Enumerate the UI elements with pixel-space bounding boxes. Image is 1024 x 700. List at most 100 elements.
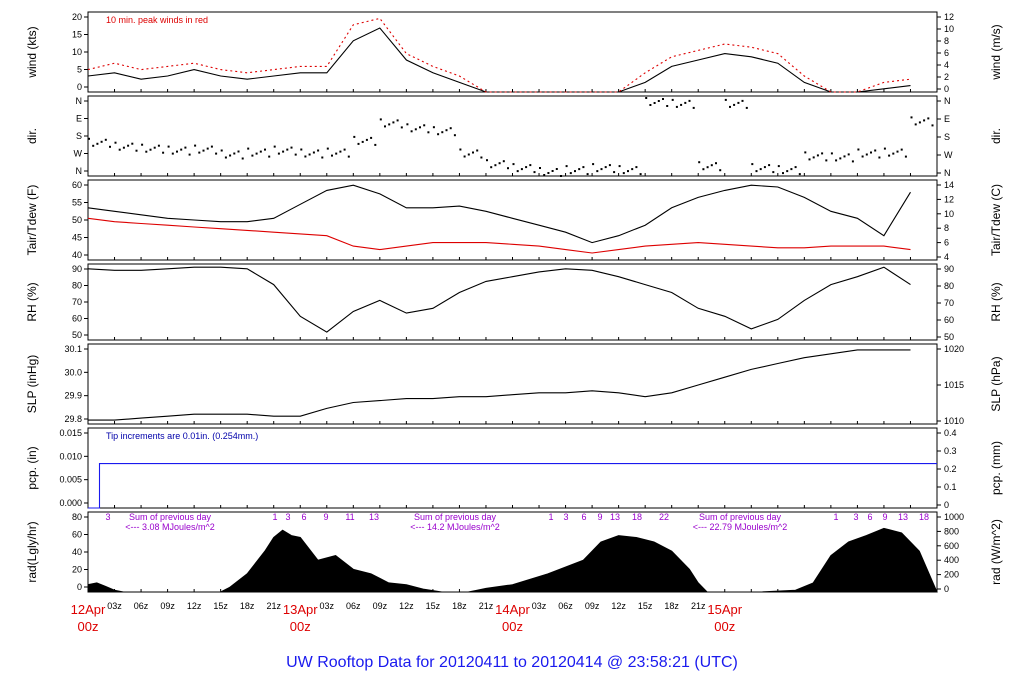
dir-point: [400, 126, 403, 129]
panel-slp: SLP (inHg) SLP (hPa) 29.8 29.9 30.0 30.1 1010 1…: [25, 343, 1003, 426]
rh-right-tick-label: 70: [944, 298, 954, 308]
dir-point: [92, 144, 95, 147]
dir-left-tick-label: E: [76, 114, 82, 124]
dir-point: [233, 152, 236, 155]
pcp-ylabel-right: pcp. (mm): [989, 441, 1003, 495]
dir-point: [176, 150, 178, 153]
dir-point: [582, 166, 585, 169]
time-tick-label: 09z: [585, 601, 600, 611]
rh-right-tick-label: 50: [944, 332, 954, 342]
dir-point: [282, 150, 285, 153]
slp-right-tick-label: 1020: [944, 344, 964, 354]
rh-right-tick-label: 80: [944, 281, 954, 291]
wind-ylabel-right: wind (m/s): [989, 24, 1003, 80]
dir-point: [870, 151, 872, 154]
rh-right-tick-label: 60: [944, 315, 954, 325]
rh-right-tick-label: 90: [944, 264, 954, 274]
dir-point: [883, 147, 886, 150]
dir-point: [357, 142, 360, 145]
dir-point: [237, 150, 240, 153]
time-tick-label: 15z: [213, 601, 228, 611]
day-date-label: 14Apr: [495, 602, 530, 617]
dir-point: [533, 171, 536, 174]
dir-point: [600, 168, 603, 171]
dir-point: [167, 145, 170, 148]
dir-point: [719, 169, 722, 172]
dir-point: [786, 170, 789, 173]
dir-point: [184, 146, 187, 149]
dir-ylabel-left: dir.: [25, 128, 39, 144]
wind-left-tick-label: 0: [77, 82, 82, 92]
dir-point: [229, 154, 232, 157]
rh-ylabel-left: RH (%): [25, 282, 39, 321]
dir-point: [109, 145, 111, 148]
temp-ylabel-right: Tair/Tdew (C): [989, 184, 1003, 256]
dir-point: [449, 127, 452, 130]
dir-point: [555, 168, 558, 170]
day-date-label: 12Apr: [71, 602, 106, 617]
dir-point: [441, 131, 444, 134]
dir-point: [710, 164, 713, 167]
dir-point: [645, 97, 648, 99]
dir-point: [680, 103, 683, 106]
dir-point: [224, 156, 227, 159]
dir-point: [900, 148, 903, 151]
wind-series-line: [87, 27, 911, 93]
pcp-right-tick-label: 0.2: [944, 464, 957, 474]
dir-point: [874, 149, 877, 152]
dir-point: [247, 147, 250, 150]
dir-point: [794, 166, 797, 169]
rh-ylabel-right: RH (%): [989, 282, 1003, 321]
dir-point: [751, 163, 754, 166]
dir-point: [104, 138, 107, 141]
rad-left-tick-label: 20: [72, 565, 82, 575]
dir-point: [724, 98, 727, 101]
dir-point: [671, 98, 674, 101]
rh-left-tick-label: 70: [72, 297, 82, 307]
dir-point: [808, 158, 811, 161]
dir-point: [772, 171, 775, 174]
dir-point: [737, 101, 740, 104]
wind-left-tick-label: 20: [72, 12, 82, 22]
wind-left-tick-label: 10: [72, 47, 82, 57]
temp-left-tick-label: 40: [72, 250, 82, 260]
rh-left-tick-label: 80: [72, 281, 82, 291]
dir-point: [490, 166, 493, 169]
dir-point: [759, 168, 762, 171]
wind-annotation: 10 min. peak winds in red: [106, 15, 208, 25]
dir-point: [437, 133, 440, 136]
dir-point: [547, 172, 550, 174]
wind-frame: [87, 11, 938, 93]
dir-point: [662, 98, 664, 100]
dir-point: [480, 156, 483, 159]
pcp-right-tick-label: 0: [944, 500, 949, 510]
dir-point: [414, 128, 417, 131]
dir-point: [904, 155, 907, 158]
dir-point: [268, 155, 271, 158]
time-tick-label: 15z: [638, 601, 653, 611]
dir-point: [463, 155, 466, 158]
pcp-left-tick-label: 0.005: [59, 475, 82, 485]
dir-point: [631, 168, 634, 171]
dir-point: [706, 166, 709, 169]
dir-point: [335, 152, 338, 155]
dir-point: [741, 99, 744, 102]
time-tick-label: 15z: [426, 601, 441, 611]
dir-right-tick-label: W: [944, 150, 953, 160]
wind-ylabel-left: wind (kts): [25, 26, 39, 78]
dir-right-tick-label: E: [944, 114, 950, 124]
dir-left-tick-label: N: [76, 166, 83, 176]
dir-point: [374, 143, 377, 146]
dir-point: [472, 151, 474, 154]
dir-point: [798, 173, 801, 176]
wind-right-tick-label: 2: [944, 72, 949, 82]
dir-point: [698, 161, 701, 164]
rad-hour-label: 6: [581, 512, 586, 522]
dir-point: [649, 104, 652, 106]
dir-point: [290, 146, 293, 149]
slp-ylabel-left: SLP (inHg): [25, 355, 39, 413]
wind-right-tick-label: 12: [944, 12, 954, 22]
rad-right-tick-label: 600: [944, 541, 959, 551]
day-date-label: 15Apr: [707, 602, 742, 617]
wind-series-line: [87, 17, 911, 93]
